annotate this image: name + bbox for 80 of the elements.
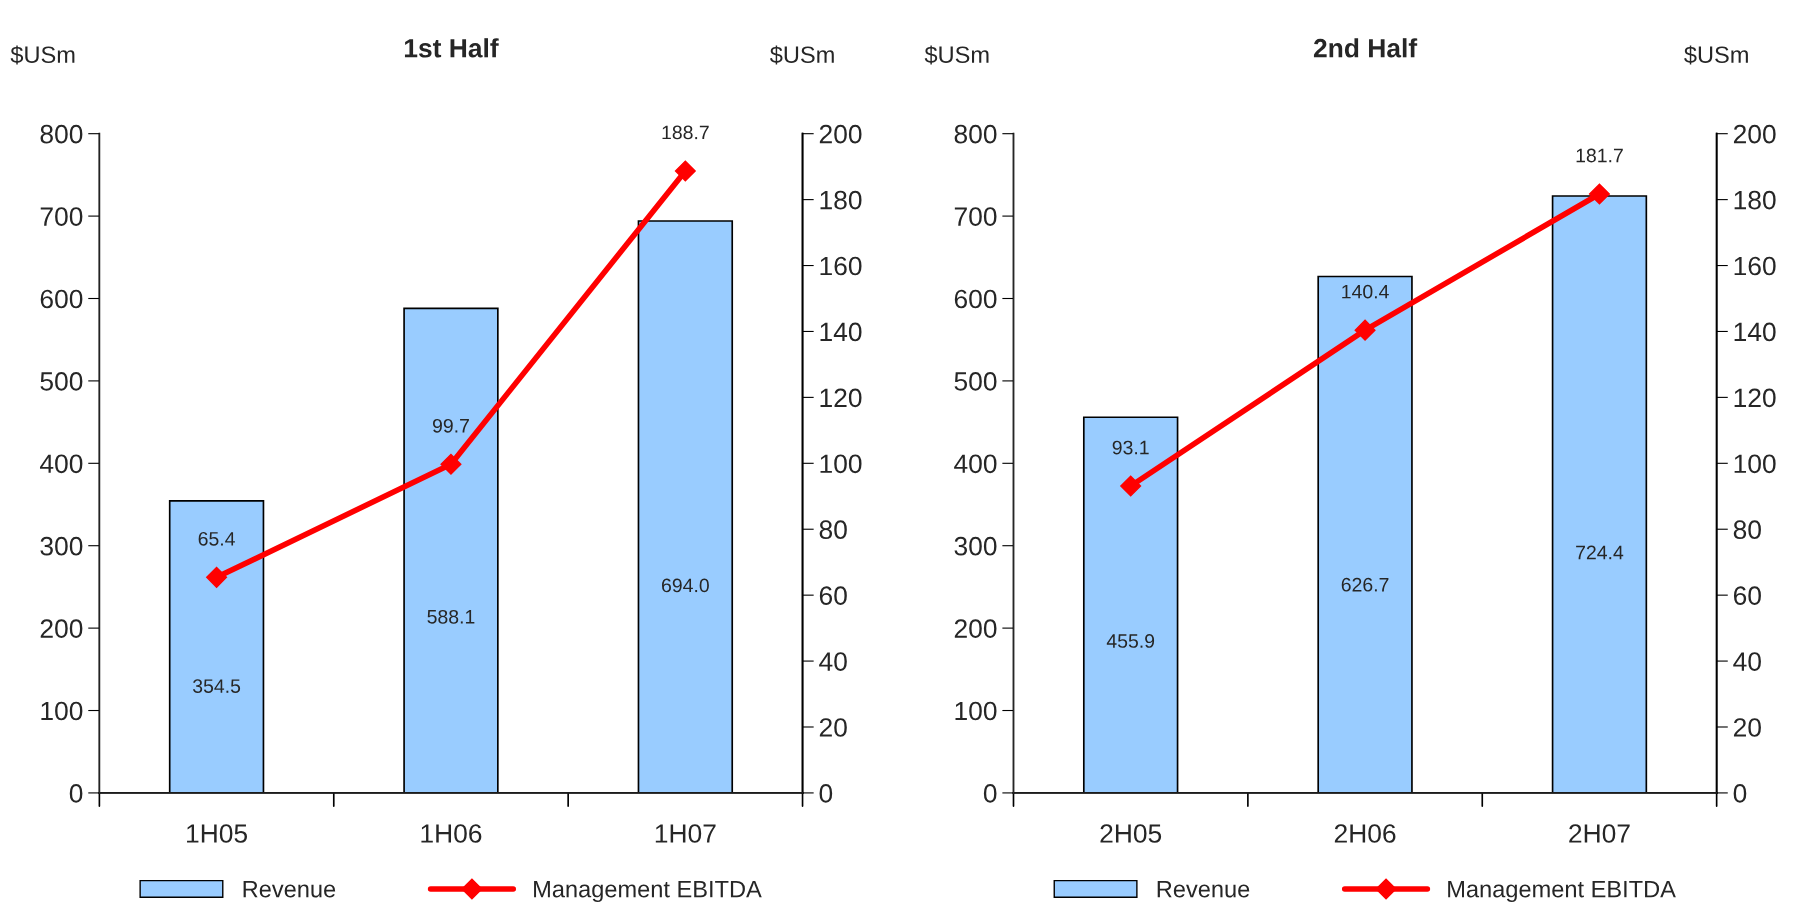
y2-tick-label: 20: [1733, 718, 1761, 737]
data-label: 626.7: [1341, 577, 1389, 592]
data-label: 354.5: [192, 679, 241, 693]
legend-label: Management EBITDA: [1448, 880, 1676, 903]
y-axis-title: $USm: [924, 45, 989, 65]
y2-axis-title: $USm: [1684, 45, 1748, 65]
y2-tick-label: 60: [1733, 586, 1761, 605]
y-tick-label: 0: [69, 784, 83, 803]
y-tick-label: 500: [954, 372, 997, 391]
chart-title: 1st Half: [404, 38, 499, 58]
y-tick-label: 300: [40, 536, 83, 556]
x-tick-label: 2H06: [1334, 824, 1396, 843]
bar: [1082, 416, 1179, 793]
y2-tick-label: 40: [819, 652, 847, 671]
bar: [637, 220, 734, 793]
y2-axis-title: $USm: [770, 45, 834, 65]
y-axis-title: $USm: [10, 45, 75, 65]
point: [674, 160, 696, 182]
y2-tick-label: 60: [819, 586, 847, 605]
x-tick-label: 1H05: [187, 824, 248, 843]
point: [1588, 183, 1610, 205]
bar: [1551, 195, 1648, 793]
point: [440, 453, 462, 475]
legend-label: Revenue: [1157, 880, 1250, 898]
y2-tick-label: 40: [1733, 652, 1761, 671]
chart-title: 2nd Half: [1313, 38, 1418, 58]
data-label: 455.9: [1106, 634, 1155, 648]
point: [1120, 475, 1142, 497]
x-tick-label: 1H07: [655, 824, 716, 843]
y2-tick-label: 180: [1734, 190, 1776, 210]
y2-tick-label: 100: [1734, 454, 1776, 474]
data-label: 588.1: [427, 609, 475, 624]
data-label: 140.4: [1342, 284, 1389, 299]
legend-label: Revenue: [243, 880, 336, 898]
point: [1354, 319, 1376, 341]
y-tick-label: 800: [954, 124, 997, 144]
y2-tick-label: 140: [820, 322, 862, 342]
y2-tick-label: 160: [820, 256, 862, 276]
y-tick-label: 0: [983, 784, 997, 803]
data-label: 694.0: [662, 578, 709, 593]
x-tick-label: 2H05: [1100, 824, 1162, 843]
bar: [403, 307, 499, 793]
y-tick-label: 600: [40, 289, 83, 309]
y2-tick-label: 120: [1734, 388, 1776, 408]
y-tick-label: 100: [41, 701, 83, 721]
y-tick-label: 400: [39, 454, 83, 474]
y-tick-label: 700: [40, 207, 83, 226]
x-tick-label: 1H06: [421, 824, 482, 843]
y2-tick-label: 160: [1734, 256, 1776, 276]
y2-tick-label: 80: [1733, 520, 1761, 540]
x-tick-label: 2H07: [1569, 824, 1630, 843]
y-tick-label: 100: [955, 701, 997, 721]
y-tick-label: 200: [40, 619, 83, 638]
y-tick-label: 800: [40, 124, 83, 144]
y2-tick-label: 140: [1734, 322, 1776, 342]
point: [206, 566, 228, 588]
y-tick-label: 400: [954, 454, 997, 474]
y2-tick-label: 200: [1733, 124, 1776, 144]
data-label: 724.4: [1576, 545, 1624, 560]
y-tick-label: 700: [954, 207, 997, 226]
y2-tick-label: 120: [820, 388, 862, 408]
bar: [1317, 275, 1413, 793]
y2-tick-label: 0: [1733, 784, 1747, 803]
data-label: 65.4: [198, 531, 235, 546]
y2-tick-label: 200: [819, 124, 862, 144]
data-label: 93.1: [1112, 440, 1149, 455]
data-label: 188.7: [662, 125, 709, 140]
y2-tick-label: 80: [819, 520, 847, 540]
y-tick-label: 200: [954, 619, 997, 638]
y-tick-label: 600: [954, 289, 997, 309]
bar: [168, 499, 265, 793]
y2-tick-label: 180: [820, 190, 862, 210]
legend-label: Management EBITDA: [534, 880, 762, 903]
data-label: 99.7: [432, 418, 469, 433]
y-tick-label: 300: [954, 536, 997, 556]
y2-tick-label: 0: [819, 784, 833, 803]
data-label: 181.7: [1576, 148, 1623, 163]
y2-tick-label: 100: [820, 454, 862, 474]
y2-tick-label: 20: [819, 718, 847, 737]
y-tick-label: 500: [40, 372, 83, 391]
